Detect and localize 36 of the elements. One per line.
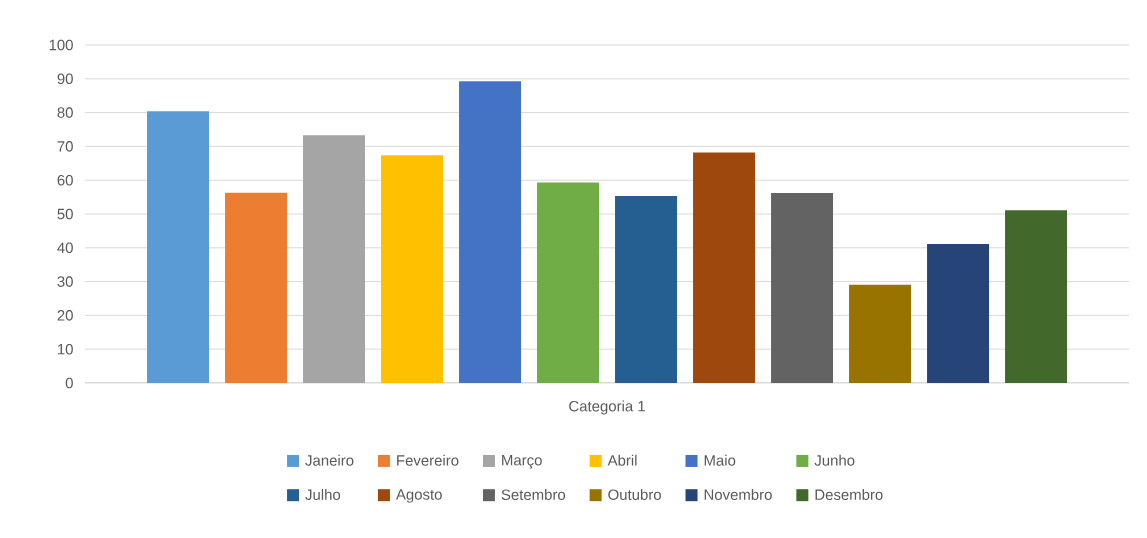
bar <box>615 196 678 383</box>
legend-label: Março <box>502 455 542 469</box>
y-tick-label: 20 <box>57 310 73 321</box>
bar <box>693 152 756 383</box>
bar <box>771 193 834 383</box>
bar <box>147 111 210 383</box>
legend-label: Outubro <box>608 489 661 500</box>
legend-label: Julho <box>305 489 341 500</box>
y-tick-label: 50 <box>57 208 73 220</box>
legend-label: Fevereiro <box>397 454 459 466</box>
bar <box>927 244 990 383</box>
bar <box>303 135 366 383</box>
y-tick-label: 0 <box>65 377 73 389</box>
bar <box>459 81 522 383</box>
y-tick-label: 10 <box>58 343 73 355</box>
x-tick-label: Categoria 1 <box>569 400 645 415</box>
legend-label: Junho <box>814 454 855 466</box>
legend-label: Agosto <box>395 489 442 503</box>
bar <box>849 284 912 383</box>
y-tick-label: 30 <box>57 276 73 287</box>
y-tick-label: 80 <box>57 107 73 118</box>
y-tick-label: 100 <box>49 39 73 51</box>
legend-label: Abril <box>607 454 637 466</box>
bar <box>537 182 600 383</box>
legend-label: Desembro <box>815 489 883 500</box>
y-tick-label: 40 <box>57 242 73 254</box>
y-tick-label: 60 <box>57 174 73 186</box>
bar <box>381 155 444 383</box>
bar <box>225 192 288 383</box>
y-tick-label: 70 <box>57 141 73 152</box>
y-tick-label: 90 <box>57 73 73 85</box>
legend-label: Setembro <box>501 489 566 500</box>
bar <box>1005 210 1068 383</box>
legend-label: Novembro <box>704 489 772 500</box>
legend-label: Janeiro <box>305 454 354 466</box>
legend-label: Maio <box>704 454 736 466</box>
